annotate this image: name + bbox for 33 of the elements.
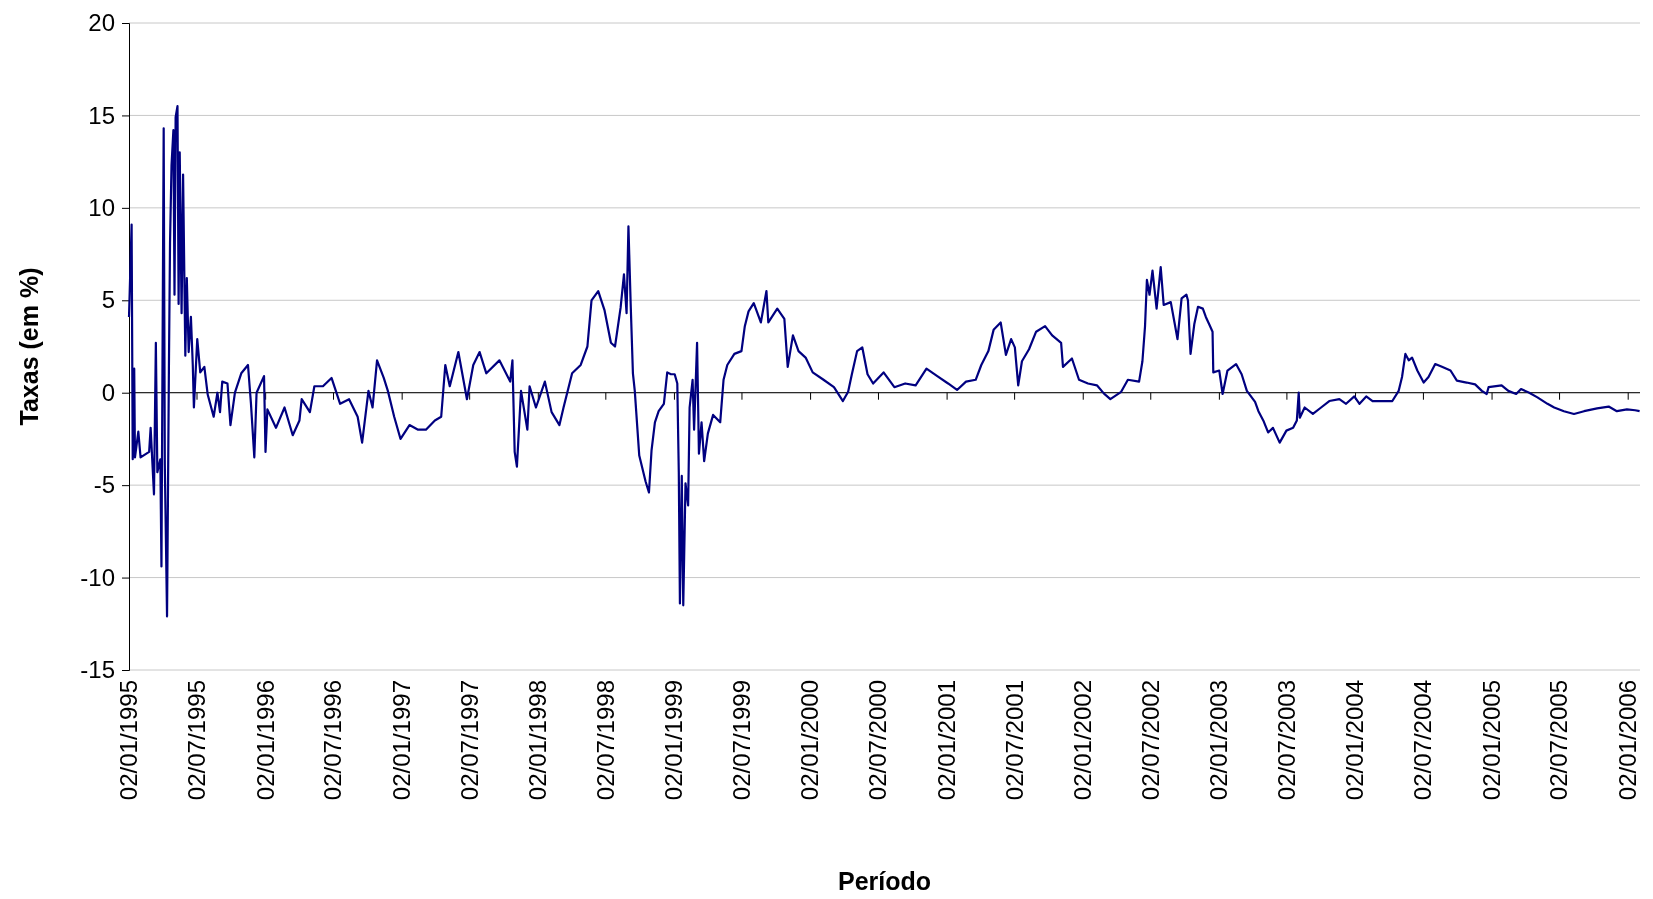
x-tick-label: 02/01/1995 <box>115 680 143 801</box>
x-tick-label: 02/07/2000 <box>864 680 892 801</box>
x-tick-label: 02/01/2006 <box>1614 680 1642 801</box>
x-axis-title: Período <box>837 867 932 895</box>
y-tick-label: 10 <box>88 194 115 222</box>
x-tick-label: 02/01/1999 <box>660 680 688 801</box>
y-tick-label: -5 <box>93 471 115 499</box>
y-tick-label: 20 <box>88 9 115 37</box>
x-tick-label: 02/07/2001 <box>1000 680 1028 801</box>
x-tick-label: 02/07/1998 <box>591 680 619 801</box>
x-tick-label: 02/07/1996 <box>319 680 347 801</box>
x-tick-label: 02/07/1997 <box>455 680 483 801</box>
y-tick-label: 0 <box>101 378 115 406</box>
x-tick-label: 02/01/2003 <box>1205 680 1233 801</box>
x-tick-label: 02/01/2000 <box>796 680 824 801</box>
y-tick-label: 15 <box>88 101 115 129</box>
x-tick-label: 02/07/2002 <box>1136 680 1164 801</box>
x-tick-label: 02/01/1996 <box>251 680 279 801</box>
x-tick-label: 02/01/1997 <box>388 680 416 801</box>
x-tick-label: 02/01/1998 <box>524 680 552 801</box>
x-tick-label: 02/01/2002 <box>1069 680 1097 801</box>
y-tick-label: -15 <box>80 656 115 684</box>
x-tick-label: 02/01/2005 <box>1477 680 1505 801</box>
x-tick-label: 02/07/1999 <box>727 680 755 801</box>
x-tick-label: 02/07/1995 <box>182 680 210 801</box>
x-tick-label: 02/07/2005 <box>1545 680 1573 801</box>
y-tick-label: 5 <box>101 286 115 314</box>
x-tick-label: 02/01/2004 <box>1341 680 1369 801</box>
y-axis-title: Taxas (em %) <box>15 267 43 426</box>
x-tick-label: 02/07/2004 <box>1409 680 1437 801</box>
y-tick-label: -10 <box>80 563 115 591</box>
x-tick-label: 02/07/2003 <box>1272 680 1300 801</box>
x-tick-label: 02/01/2001 <box>933 680 960 801</box>
